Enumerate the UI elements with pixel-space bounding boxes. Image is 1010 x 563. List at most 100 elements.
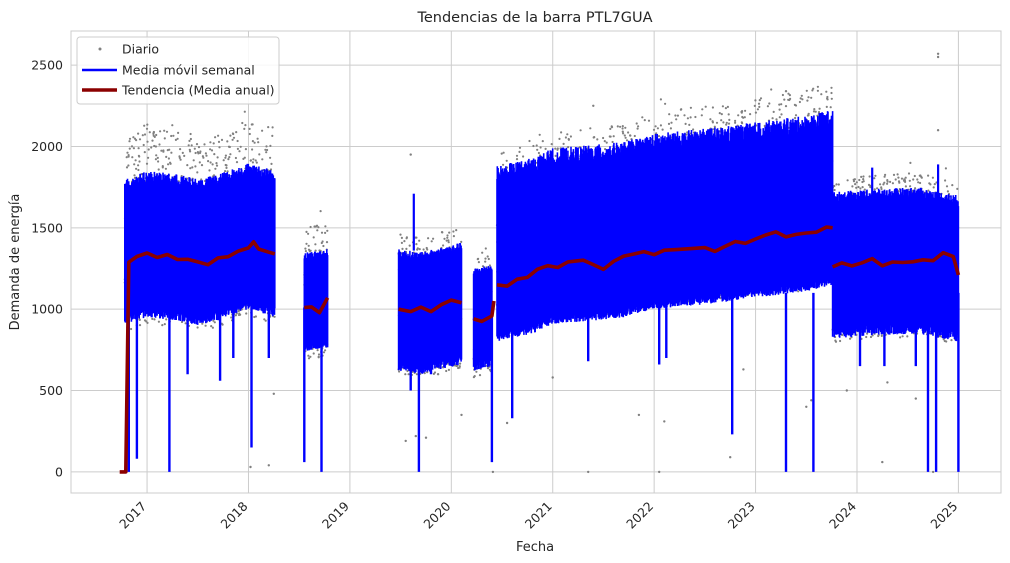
daily-point xyxy=(445,239,448,242)
daily-point xyxy=(408,244,411,247)
daily-point xyxy=(153,144,156,148)
daily-point xyxy=(179,148,182,151)
daily-point xyxy=(797,290,800,293)
daily-point xyxy=(324,231,327,234)
daily-point xyxy=(209,141,212,144)
daily-point xyxy=(664,102,667,105)
daily-point xyxy=(155,133,158,137)
daily-point xyxy=(652,128,656,131)
daily-point xyxy=(234,314,237,317)
daily-point xyxy=(403,240,406,243)
daily-point xyxy=(518,150,521,153)
daily-point xyxy=(225,166,228,169)
daily-point xyxy=(550,143,553,146)
daily-point xyxy=(161,324,164,327)
daily-point xyxy=(269,156,272,159)
daily-point xyxy=(443,237,446,240)
daily-point xyxy=(661,128,664,131)
daily-point xyxy=(406,369,409,373)
daily-point xyxy=(156,156,159,159)
daily-point xyxy=(186,164,189,167)
daily-point xyxy=(734,119,737,122)
daily-point xyxy=(165,155,168,158)
daily-point xyxy=(198,161,201,164)
daily-point xyxy=(154,145,157,148)
daily-point xyxy=(478,374,482,377)
daily-point xyxy=(257,141,260,144)
daily-point xyxy=(788,94,792,97)
daily-point xyxy=(228,145,231,149)
daily-point xyxy=(927,174,930,177)
daily-point xyxy=(680,108,683,111)
daily-point xyxy=(163,323,166,326)
daily-point xyxy=(604,148,607,151)
daily-point xyxy=(602,136,605,140)
daily-point xyxy=(152,130,155,134)
daily-point xyxy=(554,147,557,150)
daily-point xyxy=(326,229,329,232)
daily-point xyxy=(458,365,461,368)
daily-point xyxy=(133,174,136,177)
daily-point xyxy=(271,126,274,129)
daily-point xyxy=(629,134,632,137)
daily-point xyxy=(201,322,204,325)
daily-point xyxy=(694,115,697,119)
daily-point xyxy=(775,118,778,121)
daily-point xyxy=(757,102,761,105)
daily-point xyxy=(898,181,901,184)
daily-point xyxy=(312,352,315,355)
daily-point xyxy=(157,168,160,171)
daily-point xyxy=(138,324,142,327)
daily-point xyxy=(264,148,267,151)
daily-point xyxy=(213,153,216,156)
daily-point xyxy=(811,89,814,92)
daily-point xyxy=(927,189,930,192)
daily-point xyxy=(754,111,758,114)
daily-point xyxy=(128,140,131,143)
daily-point xyxy=(807,112,810,115)
daily-point xyxy=(222,159,225,162)
daily-point xyxy=(210,325,213,328)
daily-point xyxy=(684,122,687,125)
daily-point xyxy=(869,186,872,189)
daily-point xyxy=(916,178,919,181)
daily-point xyxy=(305,230,308,233)
daily-point xyxy=(234,156,237,160)
daily-point xyxy=(789,97,792,100)
daily-point xyxy=(675,118,678,121)
daily-point xyxy=(256,137,259,140)
daily-point xyxy=(659,124,663,127)
daily-point xyxy=(200,178,203,181)
daily-point xyxy=(810,96,813,99)
daily-point xyxy=(317,226,320,229)
daily-point xyxy=(148,131,151,134)
daily-point xyxy=(138,160,141,163)
daily-point xyxy=(686,117,690,120)
daily-point xyxy=(913,174,916,178)
daily-point xyxy=(899,336,902,339)
daily-point xyxy=(137,164,140,167)
daily-point xyxy=(892,173,896,176)
daily-point xyxy=(676,114,680,117)
daily-point xyxy=(229,134,232,137)
daily-point xyxy=(689,106,693,109)
daily-point xyxy=(596,138,599,141)
daily-point xyxy=(562,142,565,145)
daily-point xyxy=(868,175,871,178)
daily-point xyxy=(269,168,273,171)
daily-point xyxy=(589,127,592,130)
daily-point xyxy=(621,125,624,128)
daily-point xyxy=(316,229,319,232)
daily-point xyxy=(904,176,907,179)
daily-point xyxy=(128,137,132,140)
daily-point xyxy=(404,373,407,376)
daily-point xyxy=(720,113,723,116)
daily-point xyxy=(741,110,744,113)
daily-point xyxy=(759,97,763,100)
daily-point xyxy=(778,103,781,106)
daily-point xyxy=(183,154,186,157)
daily-point xyxy=(199,150,202,153)
daily-point xyxy=(579,129,582,132)
daily-point xyxy=(244,148,247,151)
daily-point xyxy=(146,123,149,126)
